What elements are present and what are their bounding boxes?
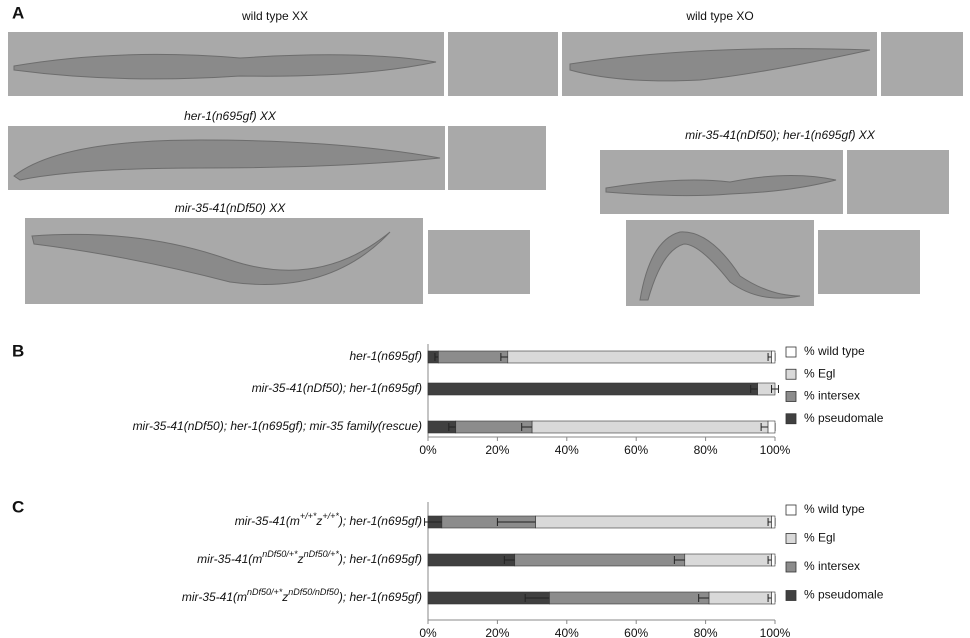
x-tick-label: 100% xyxy=(760,443,791,457)
label-part: +/+* xyxy=(300,511,317,521)
x-tick-label: 0% xyxy=(419,443,437,457)
bar-segment xyxy=(771,553,776,567)
category-label: mir-35-41(m+/+*z+/+*); her-1(n695gf) xyxy=(235,511,422,528)
worm xyxy=(13,53,437,80)
worm xyxy=(605,174,837,197)
x-tick-label: 40% xyxy=(555,443,579,457)
legend-swatch xyxy=(785,504,797,516)
label-part: z xyxy=(281,590,288,604)
label-part: z xyxy=(297,552,304,566)
legend-label: % wild type xyxy=(804,502,865,516)
legend-label: % pseudomale xyxy=(804,588,884,602)
bar-segment xyxy=(507,350,772,364)
label-part: nDf50/nDf50 xyxy=(288,587,339,597)
legend-label: % Egl xyxy=(804,366,835,380)
x-tick-label: 80% xyxy=(694,626,718,638)
x-tick-label: 20% xyxy=(485,443,509,457)
legend-label: % wild type xyxy=(804,344,865,358)
micrograph-panel xyxy=(8,32,963,306)
category-label: mir-35-41(mnDf50/+*znDf50/+*); her-1(n69… xyxy=(197,549,422,566)
bar-segment xyxy=(771,350,776,364)
micrograph-label: wild type XX xyxy=(241,9,308,23)
label-part: ); her-1(n695gf) xyxy=(337,514,422,528)
legend-swatch xyxy=(785,368,797,380)
bar-segment xyxy=(514,553,686,567)
category-label: her-1(n695gf) xyxy=(350,349,423,363)
micrograph-label: her-1(n695gf) XX xyxy=(184,109,277,123)
x-tick-label: 80% xyxy=(694,443,718,457)
micrograph-inset xyxy=(428,230,530,294)
x-tick-label: 60% xyxy=(624,626,648,638)
bar-segment xyxy=(455,420,533,434)
label-part: z xyxy=(315,514,322,528)
worm xyxy=(31,231,391,285)
category-label: mir-35-41(nDf50); her-1(n695gf); mir-35 … xyxy=(133,419,422,433)
x-tick-label: 0% xyxy=(419,626,437,638)
label-part: mir-35-41(m xyxy=(182,590,247,604)
worm xyxy=(13,139,441,181)
micrograph-inset xyxy=(448,126,546,190)
legend-label: % pseudomale xyxy=(804,411,884,425)
panel-label: C xyxy=(12,497,24,516)
label-part: nDf50/+* xyxy=(262,549,298,559)
x-tick-label: 100% xyxy=(760,626,791,638)
legend-swatch xyxy=(785,346,797,358)
micrograph-inset xyxy=(847,150,949,214)
legend-swatch xyxy=(785,561,797,573)
label-part: her-1(n695gf) xyxy=(350,349,423,363)
bar-segment xyxy=(438,350,509,364)
legend-label: % intersex xyxy=(804,559,860,573)
label-part: mir-35-41(m xyxy=(235,514,300,528)
label-part: nDf50/+* xyxy=(247,587,283,597)
x-tick-label: 40% xyxy=(555,626,579,638)
worm xyxy=(569,48,871,82)
micrograph-inset xyxy=(818,230,920,294)
micrograph-label: mir-35-41(nDf50) XX xyxy=(175,201,286,215)
bar-segment xyxy=(535,515,772,529)
micrograph-label: mir-35-41(nDf50); her-1(n695gf) XX xyxy=(685,128,876,142)
label-part: mir-35-41(nDf50); her-1(n695gf); mir-35 … xyxy=(133,419,422,433)
bar-segment xyxy=(771,515,776,529)
panel-label: B xyxy=(12,341,24,360)
bar-segment xyxy=(531,420,769,434)
label-part: mir-35-41(m xyxy=(197,552,262,566)
x-tick-label: 60% xyxy=(624,443,648,457)
label-part: nDf50/+* xyxy=(304,549,340,559)
micrograph-inset xyxy=(448,32,558,96)
micrograph-label: wild type XO xyxy=(685,9,753,23)
legend-swatch xyxy=(785,413,797,425)
panel-label: A xyxy=(12,3,24,22)
bar-segment xyxy=(767,420,776,434)
bar-segment xyxy=(549,591,710,605)
bar-segment xyxy=(427,382,758,396)
x-tick-label: 20% xyxy=(485,626,509,638)
category-label: mir-35-41(mnDf50/+*znDf50/nDf50); her-1(… xyxy=(182,587,422,604)
micrograph-inset xyxy=(881,32,963,96)
label-part: +/+* xyxy=(322,511,339,521)
label-part: ); her-1(n695gf) xyxy=(337,552,422,566)
bar-segment xyxy=(708,591,772,605)
legend-label: % intersex xyxy=(804,389,860,403)
category-label: mir-35-41(nDf50); her-1(n695gf) xyxy=(252,381,422,395)
legend-label: % Egl xyxy=(804,531,835,545)
worm xyxy=(639,231,801,301)
bar-segment xyxy=(427,553,516,567)
label-part: ); her-1(n695gf) xyxy=(337,590,422,604)
bar-segment xyxy=(771,591,776,605)
legend-swatch xyxy=(785,590,797,601)
error-bar xyxy=(771,385,779,393)
legend-swatch xyxy=(785,391,797,402)
bar-segment xyxy=(684,553,772,567)
legend-swatch xyxy=(785,533,797,544)
label-part: mir-35-41(nDf50); her-1(n695gf) xyxy=(252,381,422,395)
